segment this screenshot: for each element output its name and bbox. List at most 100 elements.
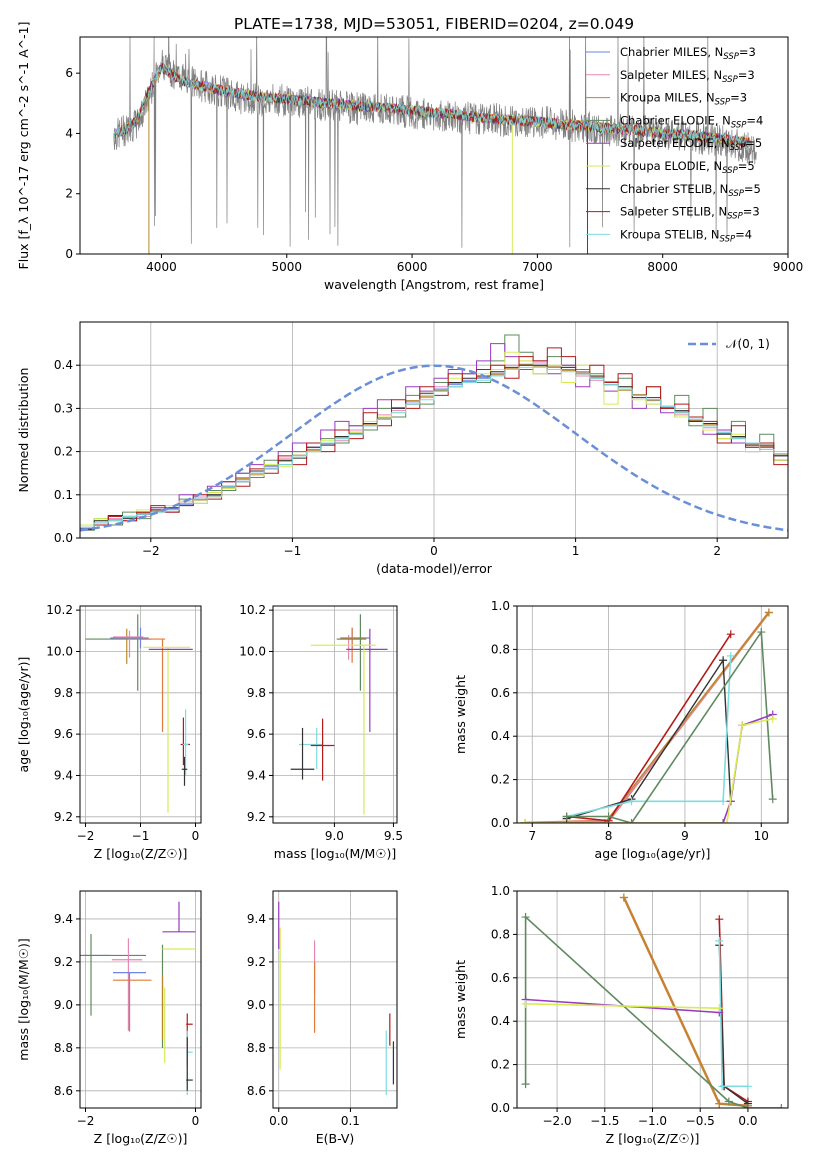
legend-label-text: Kroupa ELODIE, N	[620, 159, 722, 173]
y-axis: 0.0 0.1 0.2 0.3 0.4	[54, 358, 80, 545]
panel-spectrum: 4000 5000 6000 7000 8000 9000 0 2 4 6 wavelength […	[16, 22, 803, 292]
weight-series	[718, 945, 749, 1105]
grid-lines	[517, 605, 788, 824]
x-tick-label: 9.5	[384, 829, 403, 843]
weight-series	[566, 655, 732, 818]
x-tick-label: 9	[681, 829, 689, 843]
x-tick-label: 0.1	[341, 1114, 360, 1128]
panel-mass_weight_vs_age: 7 8 9 10 0.0 0.2 0.4 0.6 0.8 1.0 age [log₁₀(age/yr…	[453, 599, 789, 861]
x-axis-label: (data-model)/error	[376, 561, 493, 576]
x-tick-label: −0.5	[686, 1114, 715, 1128]
legend-label: 𝒩(0, 1)	[726, 337, 770, 351]
y-tick-label: 0.0	[54, 531, 73, 545]
plot-area	[278, 901, 395, 1096]
histogram-series	[80, 364, 788, 529]
x-tick-label: 9.0	[325, 829, 344, 843]
model-spectrum	[113, 63, 751, 148]
weight-marker	[724, 1097, 733, 1106]
weight-series	[524, 718, 773, 823]
weight-series	[623, 897, 748, 1107]
weight-series	[525, 1003, 720, 1009]
weight-marker	[715, 936, 724, 945]
legend-label: Chabrier STELIB, NSSP=5	[620, 182, 761, 199]
panel-mass_vs_ebv: 0.0 0.1 8.6 8.8 9.0 9.2 9.4 E(B-V)	[247, 890, 398, 1146]
legend-label-sub: SSP	[722, 75, 738, 85]
legend-label-text: Salpeter MILES, N	[620, 68, 722, 82]
y-tick-label: 1.0	[491, 599, 510, 613]
legend-label: Chabrier MILES, NSSP=3	[620, 45, 756, 62]
y-tick-label: 0.1	[54, 488, 73, 502]
weight-series	[622, 896, 748, 1108]
x-tick-label: −2	[77, 829, 95, 843]
legend-label-sub: SSP	[720, 234, 736, 244]
legend-label: Kroupa MILES, NSSP=3	[620, 91, 747, 108]
legend-label-suffix: =3	[730, 91, 747, 105]
weight-marker	[743, 1104, 752, 1108]
x-axis: 0.0 0.1	[269, 1108, 360, 1128]
legend-label-sub: SSP	[727, 212, 743, 222]
y-tick-label: 10.0	[239, 644, 266, 658]
weight-marker	[768, 795, 777, 804]
weight-marker	[562, 812, 571, 821]
y-tick-label: 9.8	[54, 686, 73, 700]
legend-label-sub: SSP	[730, 143, 746, 153]
axes-box	[272, 605, 398, 824]
legend-label-suffix: =5	[738, 159, 755, 173]
x-tick-label: −1.0	[638, 1114, 667, 1128]
figure-title: PLATE=1738, MJD=53051, FIBERID=0204, z=0…	[234, 15, 634, 33]
y-axis-label: mass [log₁₀(M/M☉)]	[16, 938, 31, 1060]
y-tick-label: 9.2	[54, 810, 73, 824]
y-tick-label: 0.4	[491, 729, 510, 743]
x-tick-label: 4000	[146, 260, 177, 274]
y-tick-label: 0	[65, 247, 73, 261]
x-axis-label: wavelength [Angstrom, rest frame]	[324, 277, 544, 292]
errorbar-point	[310, 644, 376, 815]
legend-label: Kroupa ELODIE, NSSP=5	[620, 159, 755, 176]
legend-label: Salpeter ELODIE, NSSP=5	[620, 136, 762, 153]
x-tick-label: 10	[754, 829, 769, 843]
grid-lines	[80, 606, 201, 823]
legend-label-sub: SSP	[715, 98, 731, 108]
legend-label-suffix: =3	[743, 205, 760, 219]
errorbar-point	[140, 638, 166, 733]
weight-marker	[757, 628, 766, 637]
x-axis: −2 −1 0	[77, 823, 199, 843]
y-tick-label: 0.2	[491, 1058, 510, 1072]
weight-series	[566, 629, 774, 823]
histogram-series	[80, 347, 788, 530]
weight-marker	[521, 1080, 530, 1089]
plot-area	[521, 893, 786, 1108]
y-tick-label: 1.0	[491, 884, 510, 898]
plot-area	[85, 614, 193, 813]
y-tick-label: 0.0	[491, 816, 510, 830]
axes-box	[79, 36, 789, 255]
x-tick-label: 0	[430, 544, 438, 558]
normal-curve	[80, 364, 788, 532]
y-tick-label: 8.6	[54, 1084, 73, 1098]
y-tick-label: 9.2	[247, 955, 266, 969]
y-tick-label: 9.2	[247, 810, 266, 824]
errorbar-point	[113, 979, 152, 1032]
plot-area	[80, 901, 196, 1096]
y-tick-label: 9.6	[54, 727, 73, 741]
x-axis-label: Z [log₁₀(Z/Z☉)]	[606, 1131, 700, 1146]
x-axis-label: mass [log₁₀(M/M☉)]	[274, 846, 396, 861]
y-tick-label: 10.0	[46, 644, 73, 658]
y-tick-label: 8.8	[247, 1041, 266, 1055]
x-tick-label: 7000	[522, 260, 553, 274]
legend-label-sub: SSP	[728, 189, 744, 199]
weight-marker	[777, 1104, 786, 1108]
x-axis-label: Z [log₁₀(Z/Z☉)]	[94, 1131, 188, 1146]
x-tick-label: 1	[572, 544, 580, 558]
x-tick-label: 6000	[397, 260, 428, 274]
x-tick-label: 8	[605, 829, 613, 843]
x-tick-label: −1	[132, 829, 150, 843]
y-axis-label: mass weight	[453, 675, 468, 754]
axes-frame	[272, 605, 398, 824]
x-axis: 4000 5000 6000 7000 8000 9000	[146, 254, 803, 274]
y-tick-label: 8.8	[54, 1041, 73, 1055]
y-tick-label: 9.2	[54, 955, 73, 969]
legend-label: Kroupa STELIB, NSSP=4	[620, 227, 752, 244]
weight-marker	[726, 651, 735, 660]
